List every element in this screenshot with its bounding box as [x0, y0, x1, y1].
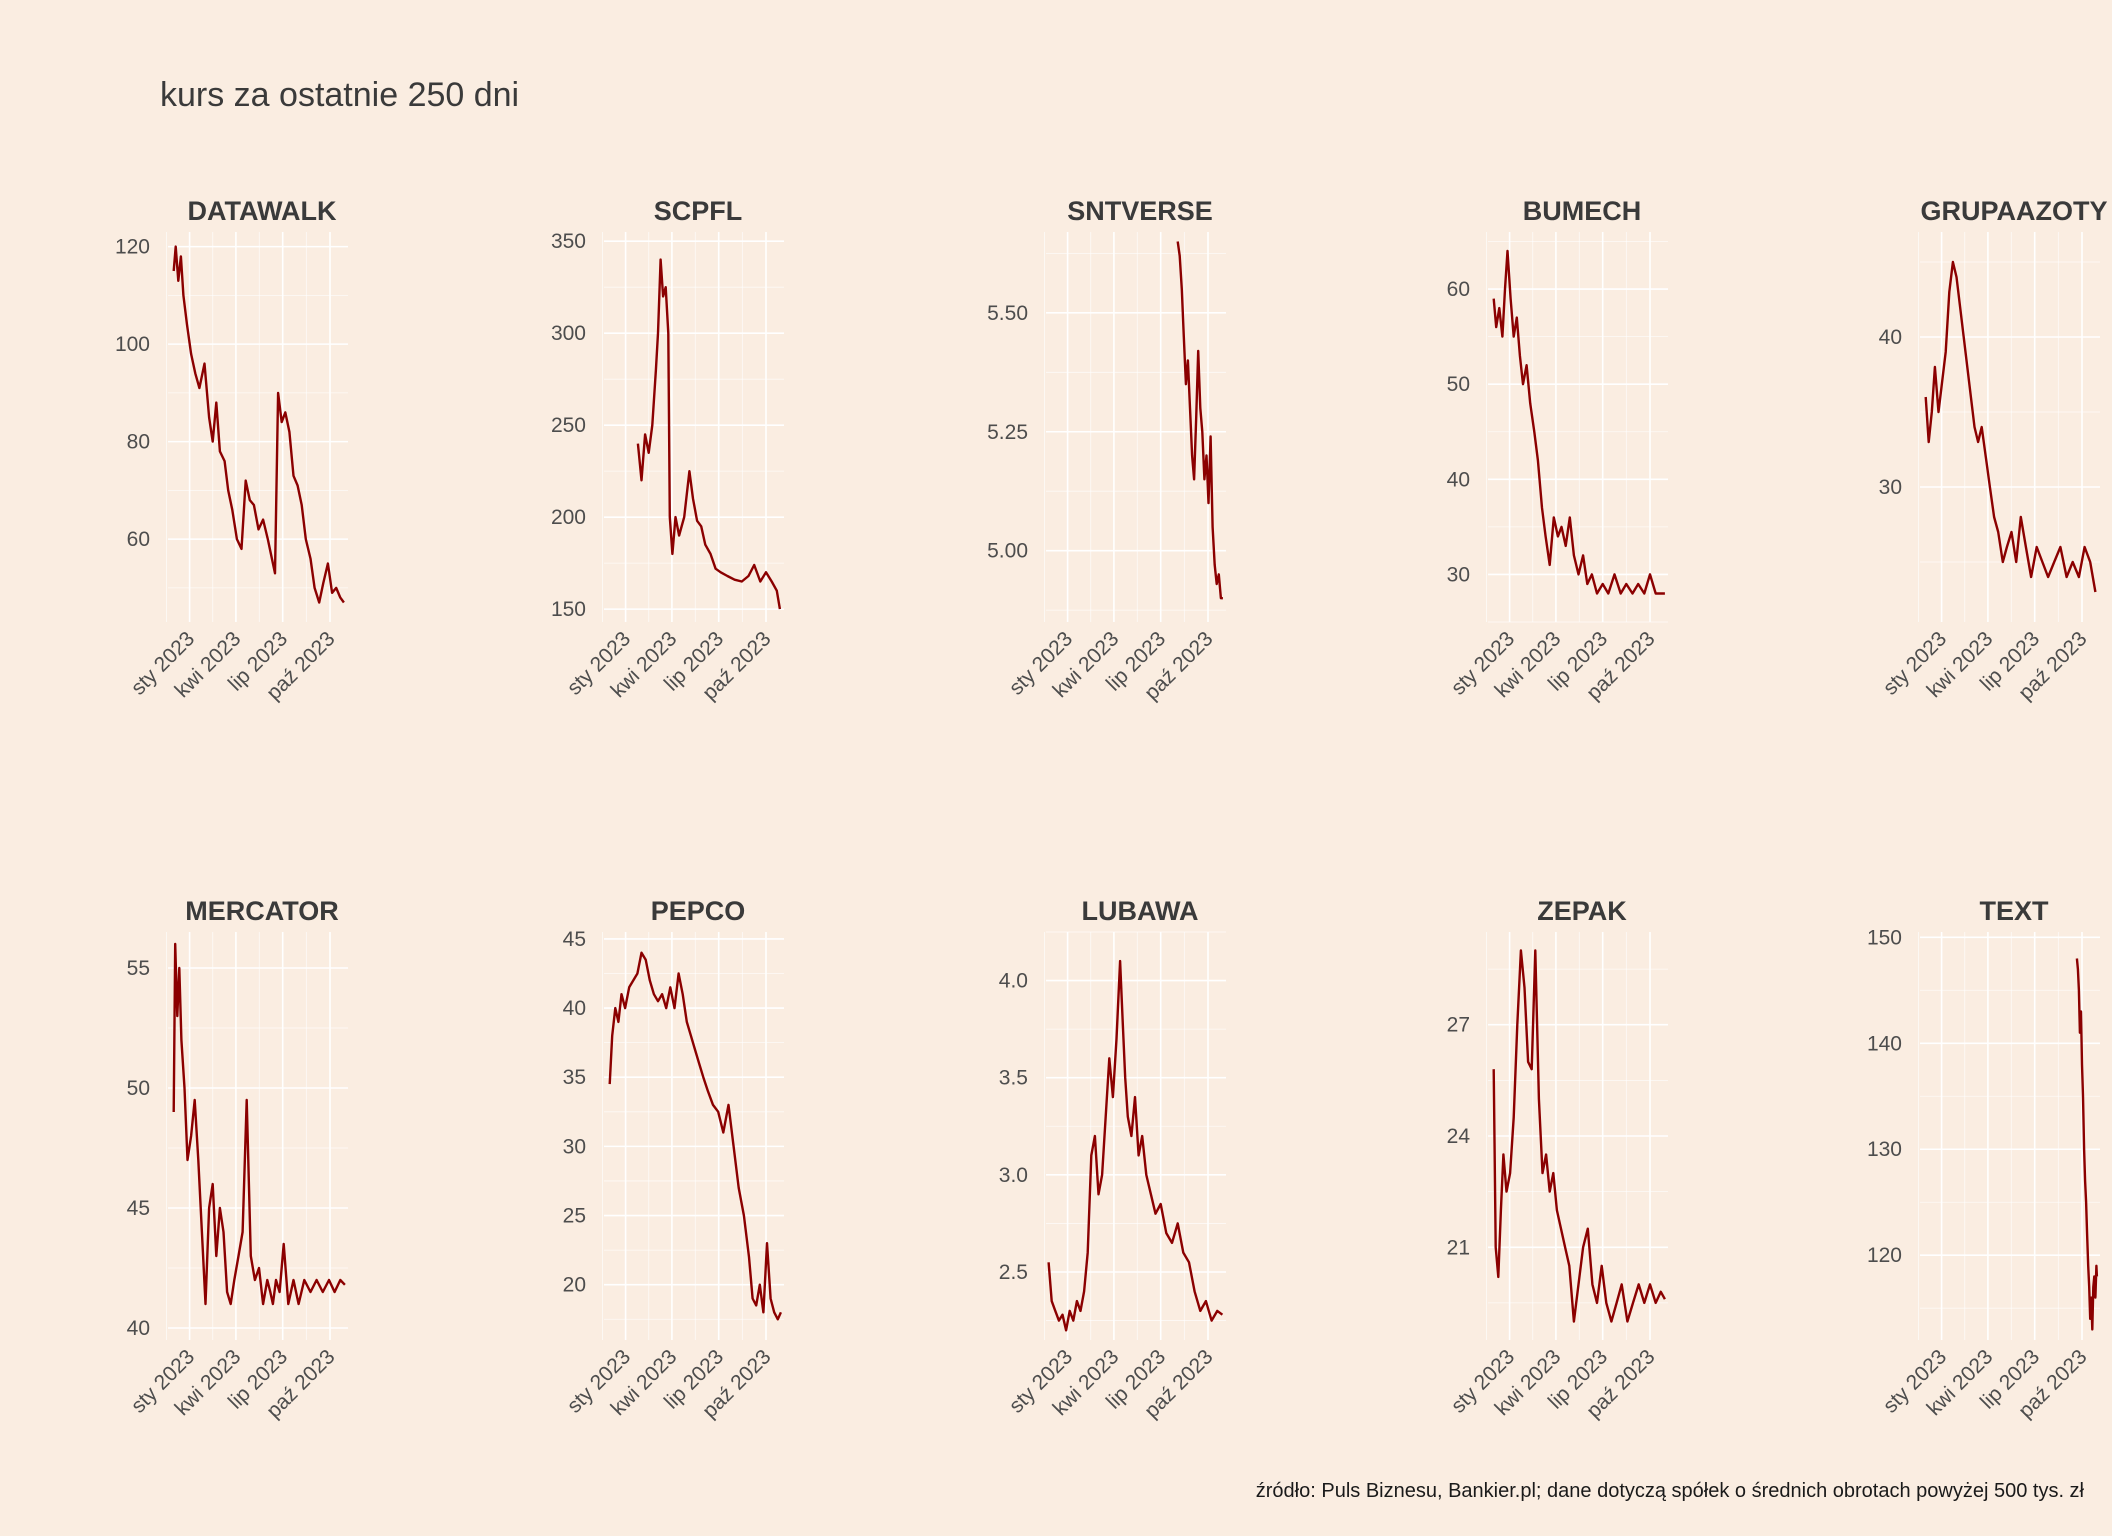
y-tick-label: 350 — [551, 230, 586, 253]
panel-title: SCPFL — [654, 196, 743, 226]
y-tick-label: 27 — [1447, 1014, 1470, 1037]
y-tick-label: 35 — [563, 1066, 586, 1089]
y-tick-label: 50 — [1447, 373, 1470, 396]
y-tick-label: 21 — [1447, 1236, 1470, 1259]
series-line-lubawa — [1047, 959, 1224, 1332]
series-line-pepco — [608, 951, 782, 1321]
y-tick-label: 5.50 — [987, 302, 1028, 325]
y-tick-label: 5.00 — [987, 540, 1028, 563]
y-tick-label: 200 — [551, 506, 586, 529]
y-tick-label: 2.5 — [999, 1261, 1028, 1284]
y-tick-label: 4.0 — [999, 970, 1028, 993]
y-tick-label: 25 — [563, 1205, 586, 1228]
y-tick-label: 40 — [1879, 326, 1902, 349]
panel-title: DATAWALK — [188, 196, 337, 226]
y-tick-label: 30 — [563, 1135, 586, 1158]
panel-title: TEXT — [1979, 896, 2049, 926]
series-line-zepak — [1492, 949, 1666, 1323]
y-tick-label: 20 — [563, 1274, 586, 1297]
y-tick-label: 100 — [115, 333, 150, 356]
series-line-mercator — [172, 942, 346, 1306]
y-tick-label: 300 — [551, 322, 586, 345]
panel-title: MERCATOR — [185, 896, 339, 926]
y-tick-label: 30 — [1447, 563, 1470, 586]
y-tick-label: 50 — [127, 1077, 150, 1100]
panel-title: BUMECH — [1523, 196, 1642, 226]
y-tick-label: 40 — [127, 1317, 150, 1340]
y-tick-label: 30 — [1879, 476, 1902, 499]
y-tick-label: 60 — [1447, 278, 1470, 301]
y-tick-label: 55 — [127, 957, 150, 980]
y-tick-label: 40 — [563, 997, 586, 1020]
y-tick-label: 120 — [1867, 1244, 1902, 1267]
y-tick-label: 250 — [551, 414, 586, 437]
y-tick-label: 5.25 — [987, 421, 1028, 444]
source-caption: źródło: Puls Biznesu, Bankier.pl; dane d… — [1255, 1480, 2084, 1502]
y-tick-label: 80 — [127, 431, 150, 454]
series-line-scpfl — [636, 258, 782, 610]
panel-title: ZEPAK — [1537, 896, 1627, 926]
panel-title: PEPCO — [651, 896, 746, 926]
panel-title: SNTVERSE — [1067, 196, 1213, 226]
y-tick-label: 3.0 — [999, 1164, 1028, 1187]
panel-title: LUBAWA — [1082, 896, 1199, 926]
y-tick-label: 40 — [1447, 468, 1470, 491]
series-line-bumech — [1492, 249, 1665, 595]
series-line-text — [2075, 958, 2099, 1331]
y-tick-label: 3.5 — [999, 1067, 1028, 1090]
y-tick-label: 60 — [127, 528, 150, 551]
y-tick-label: 150 — [1867, 926, 1902, 949]
panel-title: GRUPAAZOTY — [1921, 196, 2108, 226]
y-tick-label: 130 — [1867, 1138, 1902, 1161]
y-tick-label: 120 — [115, 236, 150, 259]
y-tick-label: 24 — [1447, 1125, 1471, 1148]
y-tick-label: 150 — [551, 598, 586, 621]
series-line-grupaazoty — [1924, 260, 2097, 593]
y-tick-label: 140 — [1867, 1032, 1902, 1055]
y-tick-label: 45 — [127, 1197, 150, 1220]
series-line-datawalk — [172, 245, 345, 604]
page-title: kurs za ostatnie 250 dni — [160, 76, 520, 114]
series-line-sntverse — [1176, 241, 1223, 600]
y-tick-label: 45 — [563, 928, 586, 951]
